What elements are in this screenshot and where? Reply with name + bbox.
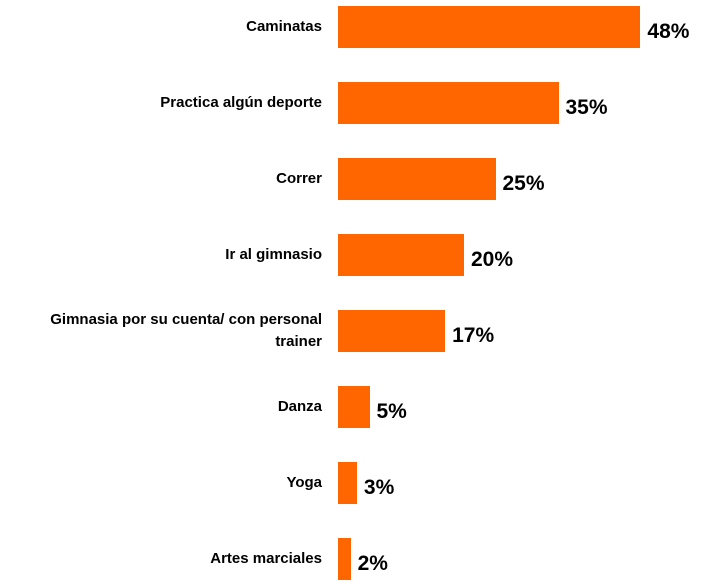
bar bbox=[338, 462, 357, 504]
value-label: 5% bbox=[376, 400, 407, 423]
category-label: Artes marciales bbox=[210, 550, 322, 567]
bar bbox=[338, 310, 446, 352]
category-label: Caminatas bbox=[246, 18, 322, 35]
bar bbox=[338, 6, 641, 48]
category-label: Practica algún deporte bbox=[160, 94, 322, 111]
value-label: 3% bbox=[363, 476, 395, 499]
category-label: Gimnasia por su cuenta/ con personal tra… bbox=[50, 311, 322, 350]
bar bbox=[338, 82, 559, 124]
value-label: 17% bbox=[452, 324, 495, 347]
bar bbox=[338, 158, 496, 200]
value-label: 2% bbox=[357, 552, 388, 575]
value-label: 25% bbox=[502, 172, 545, 195]
value-label: 35% bbox=[565, 96, 608, 119]
category-label: Ir al gimnasio bbox=[225, 246, 322, 263]
bar bbox=[338, 538, 351, 580]
category-label: Danza bbox=[277, 398, 322, 415]
bar bbox=[338, 234, 464, 276]
category-label: Yoga bbox=[286, 474, 322, 491]
category-label: Correr bbox=[276, 170, 322, 187]
bar bbox=[338, 386, 370, 428]
value-label: 20% bbox=[471, 248, 514, 271]
value-label: 48% bbox=[647, 20, 690, 43]
